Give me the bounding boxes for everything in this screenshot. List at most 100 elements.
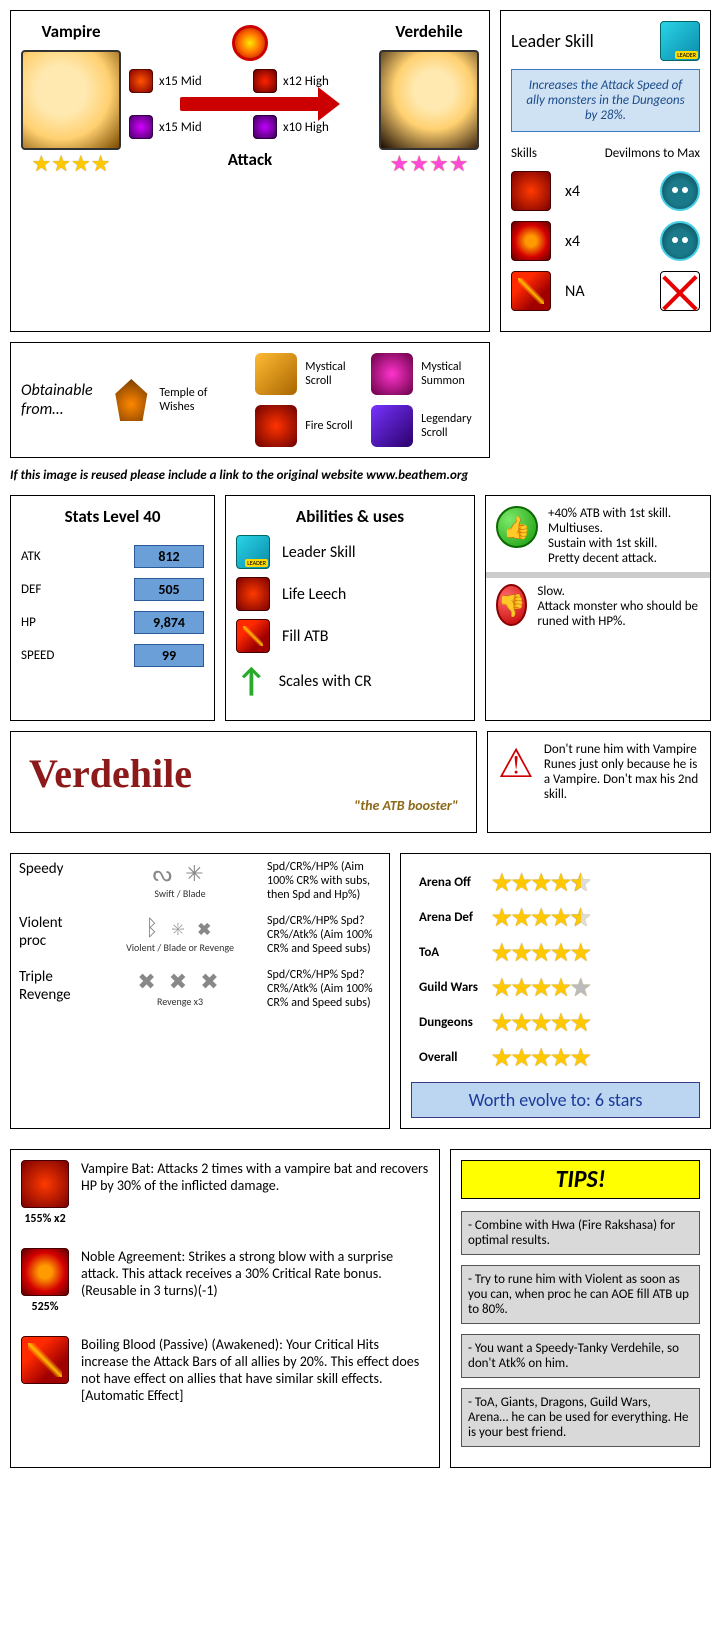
reuse-note: If this image is reused please include a… — [10, 468, 711, 483]
element-icon — [232, 25, 268, 61]
devilmon-count: x4 — [565, 232, 646, 251]
star-icon: ★ — [571, 1044, 591, 1071]
devilmon-count: NA — [565, 282, 646, 301]
awaken-arrow — [180, 97, 320, 111]
star-icon: ★ — [492, 1009, 512, 1036]
ability-label: Scales with CR — [279, 672, 372, 691]
rating-stars: ★★★★★ — [486, 1006, 597, 1039]
skills-header: Skills — [511, 146, 537, 161]
essence-label: x10 High — [283, 120, 371, 135]
star-icon: ★ — [571, 939, 591, 966]
star-icon: ★ — [492, 869, 512, 896]
awakened-portrait — [379, 50, 479, 150]
rune-stats: Spd/CR%/HP% Spd?CR%/Atk% (Aim 100% CR% a… — [259, 962, 389, 1016]
tips-title: TIPS! — [461, 1160, 700, 1199]
awakened-name: Verdehile — [379, 21, 479, 42]
star-icon: ★ — [551, 974, 571, 1001]
ability-icon — [236, 577, 270, 611]
unawakened-portrait — [21, 50, 121, 150]
type-label: Attack — [129, 149, 371, 170]
stat-label: HP — [21, 611, 80, 634]
star-icon: ★ — [492, 974, 512, 1001]
leader-skill-desc: Increases the Attack Speed of ally monst… — [511, 69, 700, 132]
rune-set-names: Swift / Blade — [109, 887, 251, 900]
star-icon: ★ — [492, 1044, 512, 1071]
skill-icon — [511, 221, 551, 261]
rating-label: Arena Def — [413, 901, 484, 934]
thumbs-down-icon: 👎 — [496, 584, 527, 626]
rune-build-name: Triple Revenge — [11, 962, 101, 1016]
obtain-label: Temple of Wishes — [159, 386, 241, 414]
skill-multiplier: 525% — [21, 1300, 69, 1314]
stat-value: 9,874 — [134, 611, 204, 634]
star-icon: ★ — [551, 1009, 571, 1036]
star-icon: ★ — [512, 974, 532, 1001]
star-icon: ★ — [512, 939, 532, 966]
pros-text: +40% ATB with 1st skill. Multiuses. Sust… — [548, 506, 671, 566]
obtain-icon — [111, 379, 151, 421]
skill-description: Vampire Bat: Attacks 2 times with a vamp… — [81, 1160, 429, 1194]
star-icon: ★ — [512, 1009, 532, 1036]
obtain-icon — [255, 353, 297, 395]
star-icon: ★ — [531, 1009, 551, 1036]
skill-icon — [511, 271, 551, 311]
essence-icon — [129, 115, 153, 139]
obtain-icon — [371, 405, 413, 447]
star-icon: ★ — [492, 904, 512, 931]
star-icon: ★ — [551, 939, 571, 966]
star-icon: ★ — [492, 939, 512, 966]
rune-build-name: Speedy — [11, 854, 101, 908]
ability-label: Leader Skill — [282, 543, 356, 562]
star-icon: ★ — [551, 869, 571, 896]
star-empty-icon: ★ — [571, 974, 591, 1001]
star-icon: ★ — [531, 869, 551, 896]
leader-skill-title: Leader Skill — [511, 30, 594, 52]
rating-label: Guild Wars — [413, 971, 484, 1004]
devilmon-count: x4 — [565, 182, 646, 201]
base-stars: ★★★★ — [21, 150, 121, 177]
rune-set-icons: ᛒ ✳ ✖ — [109, 914, 251, 941]
rating-stars: ★★★★★ — [486, 936, 597, 969]
rune-set-icons: ᔓ ✳ — [109, 860, 251, 887]
stat-label: SPEED — [21, 644, 80, 667]
obtain-label: Fire Scroll — [305, 419, 363, 433]
rune-set-names: Revenge x3 — [109, 995, 251, 1008]
rune-stats: Spd/CR%/HP% (Aim 100% CR% with subs, the… — [259, 854, 389, 908]
devilmon-icon — [660, 221, 700, 261]
obtain-icon — [255, 405, 297, 447]
obtain-label: Mystical Scroll — [305, 360, 363, 388]
essence-icon — [253, 115, 277, 139]
star-icon: ★ — [551, 1044, 571, 1071]
abilities-title: Abilities & uses — [236, 506, 464, 527]
obtainable-title: Obtainable from… — [21, 381, 93, 419]
rating-label: Dungeons — [413, 1006, 484, 1039]
worth-evolve-label: Worth evolve to: 6 stars — [411, 1082, 700, 1118]
stat-label: ATK — [21, 545, 80, 568]
monster-name-big: Verdehile — [29, 750, 458, 797]
warning-icon — [498, 742, 534, 784]
stat-label: DEF — [21, 578, 80, 601]
star-half-icon: ★ — [571, 904, 591, 931]
skill-icon — [21, 1336, 69, 1384]
ability-label: Fill ATB — [282, 627, 329, 646]
skill-multiplier: 155% x2 — [21, 1212, 69, 1226]
star-icon: ★ — [551, 904, 571, 931]
leader-skill-icon — [660, 21, 700, 61]
rune-set-icons: ✖ ✖ ✖ — [109, 968, 251, 995]
essence-label: x15 Mid — [159, 74, 247, 89]
obtain-label: Mystical Summon — [421, 360, 479, 388]
star-icon: ★ — [531, 974, 551, 1001]
devilmon-icon — [660, 171, 700, 211]
star-icon: ★ — [512, 869, 532, 896]
rating-stars: ★★★★★ — [486, 866, 597, 899]
stat-value: 99 — [134, 644, 204, 667]
rune-set-names: Violent / Blade or Revenge — [109, 941, 251, 954]
unawakened-name: Vampire — [21, 21, 121, 42]
skill-description: Boiling Blood (Passive) (Awakened): Your… — [81, 1336, 429, 1404]
star-icon: ★ — [531, 939, 551, 966]
skill-description: Noble Agreement: Strikes a strong blow w… — [81, 1248, 429, 1299]
star-icon: ★ — [512, 1044, 532, 1071]
star-half-icon: ★ — [571, 869, 591, 896]
star-icon: ★ — [512, 904, 532, 931]
tip-item: - Try to rune him with Violent as soon a… — [461, 1265, 700, 1324]
